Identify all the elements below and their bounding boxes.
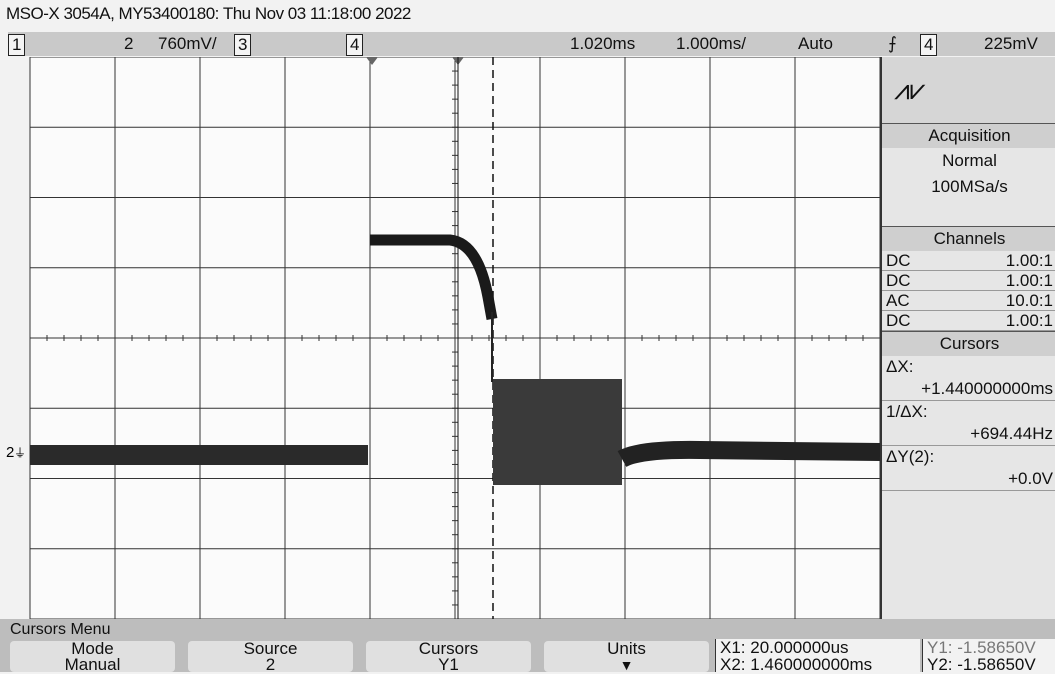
cursor-label: ΔX: (882, 356, 1055, 378)
trigger-level: 225mV (984, 34, 1038, 54)
readout: Y2: -1.58650V (927, 656, 1055, 673)
coupling: DC (886, 271, 911, 290)
coupling: DC (886, 251, 911, 270)
coupling: DC (886, 311, 911, 330)
trace-noise (493, 379, 622, 485)
cursor-value: +0.0V (882, 468, 1055, 491)
x-readouts: X1: 20.000000us X2: 1.460000000ms (715, 639, 920, 672)
cursor-label: ΔY(2): (882, 446, 1055, 468)
channel-2[interactable]: 2 (124, 34, 133, 54)
readout: Y1: -1.58650V (927, 639, 1055, 656)
title: MSO-X 3054A, MY53400180: Thu Nov 03 11:1… (6, 4, 411, 24)
channel-row: AC 10.0:1 (882, 291, 1055, 311)
channel-row: DC 1.00:1 (882, 311, 1055, 331)
channel-row: DC 1.00:1 (882, 251, 1055, 271)
softkey-value: Y1 (366, 657, 531, 673)
ground-symbol: ⏚ (14, 446, 26, 460)
menu-title: Cursors Menu (10, 621, 110, 639)
cursor-label: 1/ΔX: (882, 401, 1055, 423)
ch2-scale: 760mV/ (158, 34, 217, 54)
softkey-arrow: ▼ (544, 657, 709, 673)
y-readouts: Y1: -1.58650V Y2: -1.58650V (922, 639, 1055, 672)
channel-row: DC 1.00:1 (882, 271, 1055, 291)
section-title: Channels (882, 226, 1055, 251)
probe: 10.0:1 (1006, 291, 1053, 310)
trigger-mode: Auto (798, 34, 833, 54)
trigger-channel: 4 (920, 34, 937, 56)
readout: X1: 20.000000us (720, 639, 920, 656)
channel-3[interactable]: 3 (234, 34, 251, 56)
softkey-label: Units (544, 641, 709, 657)
section-title: Acquisition (882, 123, 1055, 148)
probe: 1.00:1 (1006, 251, 1053, 270)
softkey-value: 2 (188, 657, 353, 673)
trace (30, 445, 368, 465)
channel-1[interactable]: 1 (8, 34, 25, 56)
timebase: 1.000ms/ (676, 34, 746, 54)
status-bar: 1 2 760mV/ 3 4 1.020ms 1.000ms/ Auto ⨍ 4… (8, 32, 1055, 56)
acq-mode: Normal (882, 148, 1055, 174)
probe: 1.00:1 (1006, 311, 1053, 330)
probe: 1.00:1 (1006, 271, 1053, 290)
cursor-value: +1.440000000ms (882, 378, 1055, 401)
logo: ⩘⩗ (882, 57, 1055, 123)
softkey[interactable]: Units▼ (544, 641, 709, 672)
channel-4[interactable]: 4 (346, 34, 363, 56)
readout: X2: 1.460000000ms (720, 656, 920, 673)
softkey-value: Manual (10, 657, 175, 673)
trigger-slope: ⨍ (888, 34, 897, 54)
scope-screen: MSO-X 3054A, MY53400180: Thu Nov 03 11:1… (0, 0, 1055, 672)
cursor-value: +694.44Hz (882, 423, 1055, 446)
waveform-display: 2 ⏚ (0, 57, 880, 619)
section-title: Cursors (882, 331, 1055, 356)
coupling: AC (886, 291, 910, 310)
sample-rate: 100MSa/s (882, 174, 1055, 226)
side-panel: ⩘⩗ Acquisition Normal 100MSa/s Channels … (880, 57, 1055, 619)
trace (622, 450, 880, 459)
delay: 1.020ms (570, 34, 635, 54)
